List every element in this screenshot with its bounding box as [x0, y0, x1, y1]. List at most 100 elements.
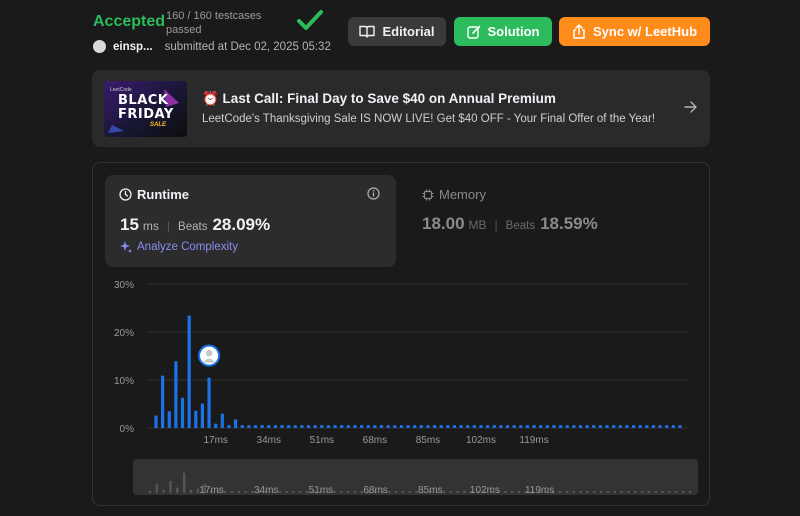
distribution-bar[interactable] — [227, 425, 231, 428]
distribution-bar[interactable] — [320, 425, 324, 428]
distribution-bar[interactable] — [180, 397, 185, 428]
distribution-bar[interactable] — [240, 425, 244, 428]
distribution-bar[interactable] — [267, 425, 271, 428]
solution-button[interactable]: Solution — [454, 17, 552, 46]
distribution-bar[interactable] — [645, 425, 649, 428]
distribution-bar[interactable] — [439, 425, 443, 428]
distribution-bar[interactable] — [306, 425, 311, 428]
distribution-bar[interactable] — [598, 425, 603, 428]
memory-tab[interactable]: Memory — [422, 187, 486, 202]
distribution-bar[interactable] — [366, 425, 370, 428]
distribution-bar[interactable] — [452, 425, 457, 428]
distribution-bar[interactable] — [578, 425, 583, 428]
editorial-button[interactable]: Editorial — [348, 17, 446, 46]
distribution-bar[interactable] — [174, 361, 178, 428]
runtime-card[interactable]: Runtime 15 ms | Beats 28.09% Analyze Com… — [105, 175, 396, 267]
promo-banner[interactable]: LeetCode BLACK FRIDAY SALE ⏰ Last Call: … — [92, 70, 710, 147]
distribution-bar[interactable] — [466, 425, 470, 428]
distribution-bar[interactable] — [247, 425, 251, 428]
promo-subtitle: LeetCode's Thanksgiving Sale IS NOW LIVE… — [202, 113, 656, 125]
distribution-bar[interactable] — [426, 425, 430, 428]
distribution-bar[interactable] — [293, 425, 297, 428]
distribution-bar[interactable] — [492, 425, 496, 428]
distribution-bar[interactable] — [658, 425, 662, 428]
distribution-bar[interactable] — [300, 425, 304, 428]
distribution-bar[interactable] — [373, 425, 377, 428]
distribution-bar[interactable] — [486, 425, 490, 428]
distribution-bar[interactable] — [618, 425, 622, 428]
distribution-bar[interactable] — [326, 425, 331, 428]
distribution-bar[interactable] — [340, 425, 344, 428]
distribution-bar[interactable] — [154, 415, 158, 428]
mini-bar — [189, 489, 193, 493]
avatar[interactable] — [93, 40, 106, 53]
distribution-bar[interactable] — [333, 425, 337, 428]
distribution-bar[interactable] — [233, 419, 238, 428]
distribution-bar[interactable] — [519, 425, 523, 428]
runtime-distribution-chart[interactable]: 30% 20% 10% 0% 17ms 34ms 51ms 68ms 85ms 102ms 119m… — [100, 272, 700, 452]
sparkle-icon — [120, 241, 132, 253]
distribution-bar[interactable] — [287, 425, 291, 428]
mini-overview-chart[interactable]: 17ms 34ms 51ms 68ms 85ms 102ms 119ms — [133, 459, 698, 496]
distribution-bar[interactable] — [399, 425, 404, 428]
distribution-bar[interactable] — [220, 413, 224, 428]
distribution-bar[interactable] — [631, 425, 636, 428]
distribution-bar[interactable] — [625, 425, 629, 428]
distribution-bar[interactable] — [353, 425, 357, 428]
distribution-bar[interactable] — [605, 425, 609, 428]
distribution-bar[interactable] — [671, 425, 675, 428]
distribution-bar[interactable] — [585, 425, 589, 428]
distribution-bar[interactable] — [194, 410, 198, 428]
distribution-bar[interactable] — [678, 425, 682, 428]
distribution-bar[interactable] — [167, 411, 171, 428]
distribution-bar[interactable] — [459, 425, 463, 428]
distribution-bar[interactable] — [260, 425, 264, 428]
distribution-bar[interactable] — [432, 425, 437, 428]
distribution-bar[interactable] — [479, 425, 483, 428]
distribution-bar[interactable] — [472, 425, 476, 428]
analyze-complexity-link[interactable]: Analyze Complexity — [120, 241, 238, 253]
distribution-bar[interactable] — [552, 425, 556, 428]
distribution-bar[interactable] — [413, 425, 417, 428]
distribution-bar[interactable] — [313, 425, 317, 428]
distribution-bar[interactable] — [419, 425, 423, 428]
distribution-bar[interactable] — [280, 425, 284, 428]
distribution-bar[interactable] — [253, 425, 258, 428]
distribution-bar[interactable] — [393, 425, 397, 428]
distribution-bar[interactable] — [386, 425, 390, 428]
distribution-bar[interactable] — [612, 425, 616, 428]
distribution-bar[interactable] — [499, 425, 503, 428]
distribution-bar[interactable] — [592, 425, 596, 428]
distribution-bar[interactable] — [346, 425, 350, 428]
arrow-right-icon[interactable] — [684, 100, 698, 114]
sync-leethub-button[interactable]: Sync w/ LeetHub — [559, 17, 710, 46]
distribution-bar[interactable] — [539, 425, 543, 428]
distribution-bar[interactable] — [638, 425, 642, 428]
distribution-bar[interactable] — [559, 425, 563, 428]
distribution-bar[interactable] — [446, 425, 450, 428]
distribution-bar[interactable] — [545, 425, 549, 428]
distribution-bar[interactable] — [532, 425, 536, 428]
info-icon[interactable] — [367, 187, 380, 200]
distribution-bar[interactable] — [512, 425, 516, 428]
mini-bar — [182, 472, 186, 493]
distribution-bar[interactable] — [406, 425, 410, 428]
distribution-bar[interactable] — [505, 425, 510, 428]
distribution-bar[interactable] — [525, 425, 530, 428]
distribution-bar[interactable] — [187, 315, 191, 428]
distribution-bar[interactable] — [572, 425, 576, 428]
distribution-bar[interactable] — [161, 375, 165, 428]
chart-range-selector[interactable]: 17ms 34ms 51ms 68ms 85ms 102ms 119ms — [133, 459, 698, 496]
username-link[interactable]: einsp... — [113, 40, 153, 53]
distribution-bar[interactable] — [565, 425, 569, 428]
distribution-bar[interactable] — [651, 425, 656, 428]
y-tick-label: 0% — [120, 424, 135, 435]
distribution-bar[interactable] — [665, 425, 669, 428]
distribution-bar[interactable] — [207, 377, 211, 428]
distribution-bar[interactable] — [379, 425, 384, 428]
distribution-bar[interactable] — [273, 425, 277, 428]
mini-bar — [251, 491, 254, 493]
distribution-bar[interactable] — [200, 403, 205, 428]
distribution-bar[interactable] — [214, 423, 218, 428]
distribution-bar[interactable] — [360, 425, 364, 428]
